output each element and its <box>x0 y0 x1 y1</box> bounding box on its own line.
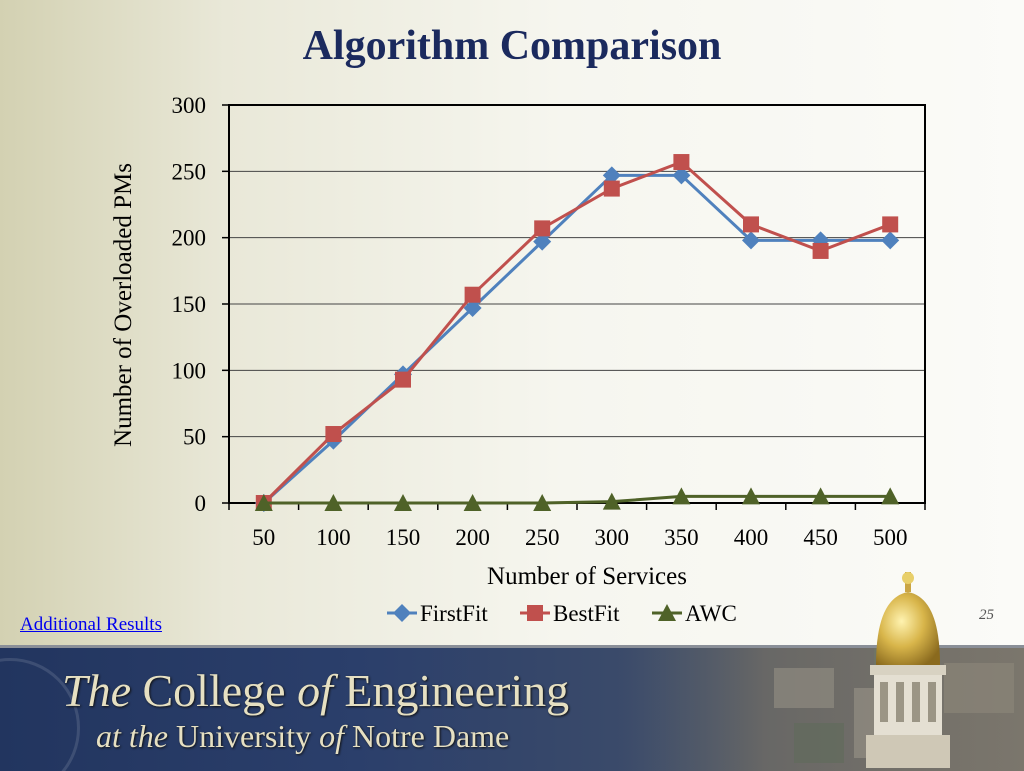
x-tick-label: 350 <box>664 525 699 550</box>
data-point-bestfit <box>882 216 899 233</box>
x-tick-label: 50 <box>252 525 275 550</box>
page-number: 25 <box>979 607 994 623</box>
legend-label: BestFit <box>553 601 620 626</box>
data-point-bestfit <box>395 371 411 388</box>
x-tick-label: 150 <box>386 525 421 550</box>
line-chart: 0 50 100 150 200 250 300 50 100 150 200 250 300 350 4… <box>110 93 926 626</box>
series-line-awc <box>263 494 891 505</box>
footer-banner: The College of Engineering at the Univer… <box>0 645 1024 771</box>
data-point-bestfit <box>603 180 620 197</box>
data-point-awc <box>394 494 412 511</box>
banner-college-of-engineering: The College of Engineering <box>62 665 570 716</box>
data-point-firstfit <box>881 231 900 250</box>
x-tick-label: 250 <box>525 525 560 550</box>
y-tick-label: 200 <box>172 226 207 251</box>
data-point-bestfit <box>325 426 342 443</box>
y-tick-label: 150 <box>172 292 207 317</box>
data-point-awc <box>324 494 343 511</box>
legend-marker-firstfit <box>393 604 411 622</box>
y-axis-label: Number of Overloaded PMs <box>110 163 137 447</box>
legend-item-awc: AWC <box>652 601 737 626</box>
legend-marker-bestfit <box>527 605 543 621</box>
y-tick-label: 300 <box>172 93 207 118</box>
grid-lines <box>222 104 926 510</box>
x-tick-label: 200 <box>455 525 490 550</box>
golden-dome-icon <box>866 572 950 768</box>
data-point-awc <box>254 494 273 511</box>
x-tick-label: 300 <box>595 525 630 550</box>
x-tick-labels: 50 100 150 200 250 300 350 400 450 500 <box>252 525 907 550</box>
legend-label: FirstFit <box>420 601 488 626</box>
series-bestfit <box>255 154 899 511</box>
series-line-bestfit <box>262 160 891 505</box>
legend: FirstFit BestFit AWC <box>387 601 737 626</box>
legend-label: AWC <box>685 601 737 626</box>
data-point-bestfit <box>743 216 759 233</box>
data-point-awc <box>672 487 691 505</box>
y-tick-label: 50 <box>183 425 206 450</box>
x-tick-label: 100 <box>316 525 351 550</box>
series-awc <box>254 487 900 511</box>
data-point-bestfit <box>534 220 551 237</box>
slide-title: Algorithm Comparison <box>302 23 722 69</box>
legend-item-firstfit: FirstFit <box>387 601 488 626</box>
y-tick-labels: 0 50 100 150 200 250 300 <box>172 93 207 516</box>
data-point-firstfit <box>602 166 621 185</box>
data-point-bestfit <box>812 242 829 259</box>
campus-aerial-image <box>624 648 1024 771</box>
x-axis-label: Number of Services <box>487 563 687 590</box>
data-point-bestfit <box>464 286 481 303</box>
data-point-firstfit <box>672 166 691 185</box>
data-point-firstfit <box>742 231 760 250</box>
legend-item-bestfit: BestFit <box>520 601 620 626</box>
additional-results-link[interactable]: Additional Results <box>20 614 162 635</box>
data-point-awc <box>463 494 482 511</box>
data-point-awc <box>742 487 760 505</box>
data-point-awc <box>881 487 900 505</box>
x-tick-label: 500 <box>873 525 908 550</box>
y-tick-label: 0 <box>195 491 207 516</box>
series-lines <box>254 154 900 512</box>
banner-university-of-notre-dame: at the University of Notre Dame <box>96 718 510 754</box>
data-point-awc <box>533 494 552 511</box>
series-firstfit <box>254 166 900 512</box>
y-tick-label: 100 <box>172 358 207 383</box>
x-tick-label: 400 <box>734 525 769 550</box>
data-point-awc <box>602 492 621 510</box>
data-point-firstfit <box>463 298 482 317</box>
data-point-firstfit <box>533 232 552 251</box>
legend-marker-awc <box>658 604 676 621</box>
x-tick-label: 450 <box>803 525 838 550</box>
y-tick-label: 250 <box>172 159 207 184</box>
series-line-firstfit <box>262 173 891 505</box>
data-point-awc <box>811 487 830 505</box>
data-point-bestfit <box>673 154 690 171</box>
